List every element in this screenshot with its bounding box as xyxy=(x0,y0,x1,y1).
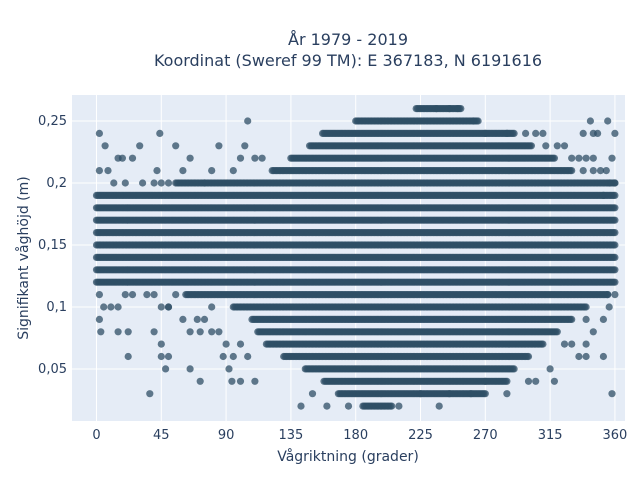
data-point xyxy=(550,154,559,162)
data-point xyxy=(568,315,576,323)
data-point xyxy=(611,253,619,261)
data-point xyxy=(611,266,619,274)
data-point xyxy=(611,241,619,249)
data-point xyxy=(611,216,619,224)
data-point xyxy=(611,229,619,237)
data-point xyxy=(568,167,576,175)
data-point xyxy=(553,328,561,336)
chart-title-line-2: Koordinat (Sweref 99 TM): E 367183, N 61… xyxy=(154,51,542,70)
chart-title-line-1: År 1979 - 2019 xyxy=(288,30,408,49)
data-point xyxy=(611,278,619,286)
data-point xyxy=(582,303,590,311)
data-point xyxy=(611,191,619,199)
data-point xyxy=(527,142,536,150)
data-point xyxy=(611,204,619,212)
data-point xyxy=(510,129,518,137)
data-points xyxy=(92,105,619,410)
